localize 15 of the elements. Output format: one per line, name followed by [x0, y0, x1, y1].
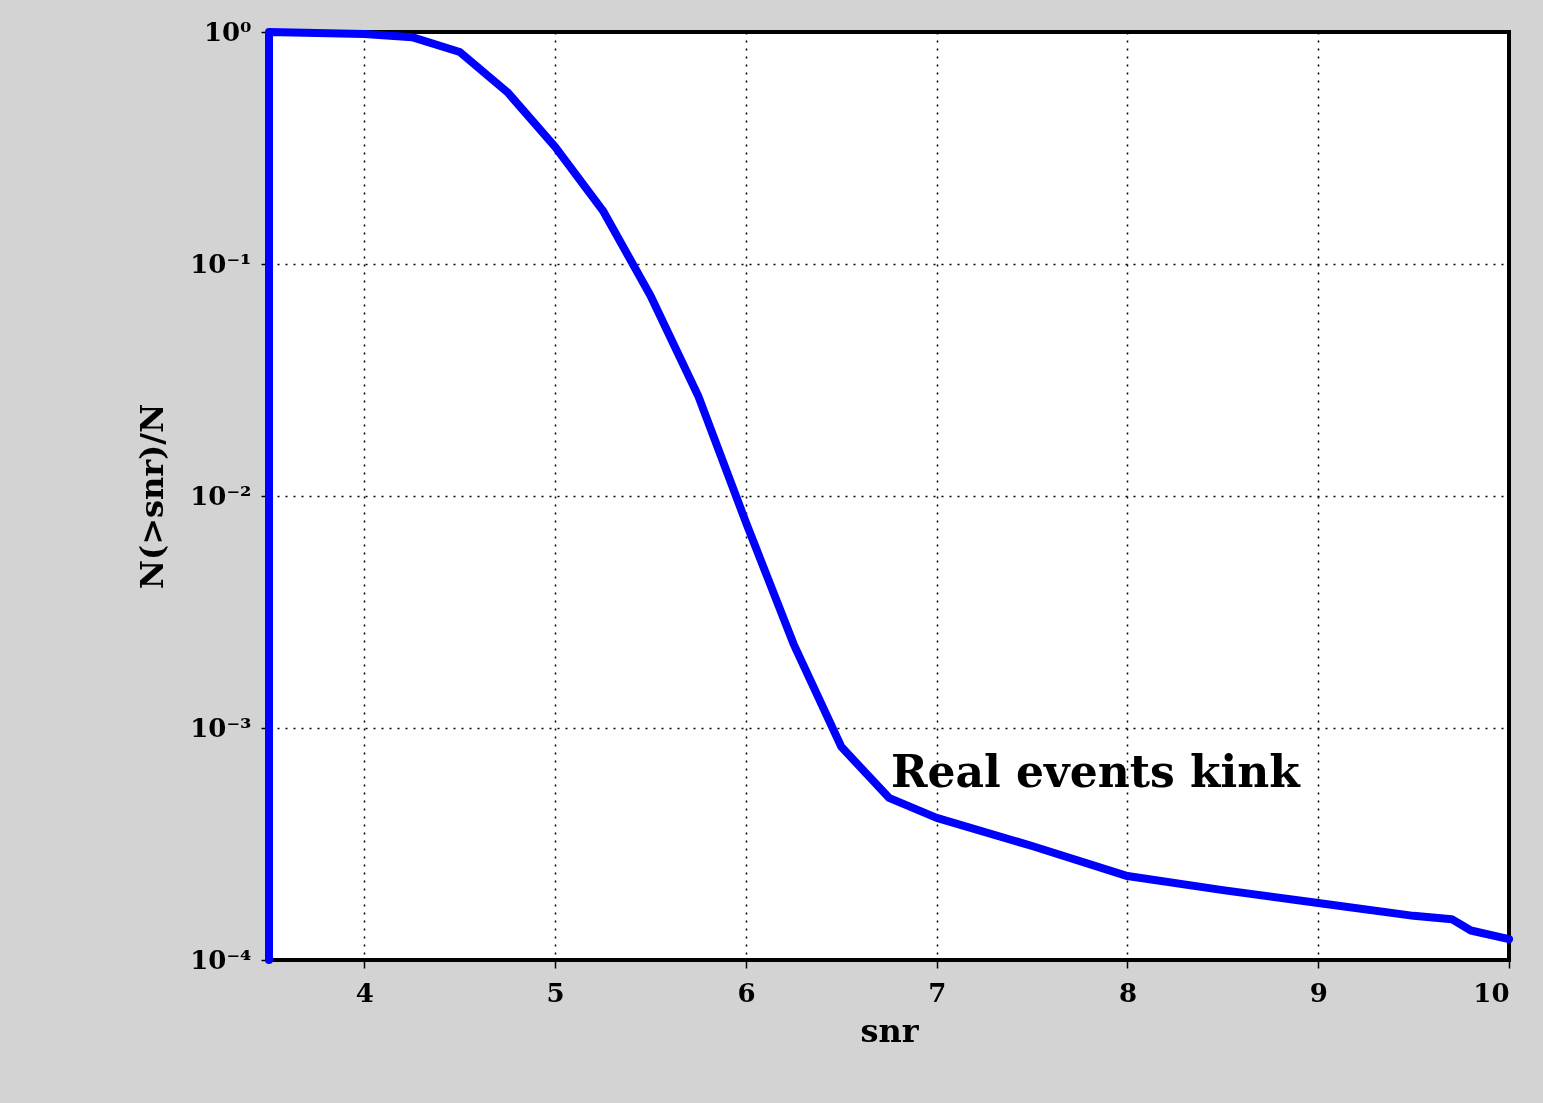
y-tick-label: 10⁰	[203, 16, 252, 47]
annotation: Real events kink	[891, 746, 1302, 797]
x-axis-title: snr	[860, 1011, 920, 1050]
x-tick-label: 4	[355, 977, 374, 1008]
y-axis-title: N(>snr)/N	[133, 403, 172, 590]
x-tick-label: 10	[1473, 977, 1510, 1008]
x-tick-label: 9	[1309, 977, 1328, 1008]
x-tick-label: 6	[737, 977, 756, 1008]
y-tick-label: 10⁻²	[190, 480, 252, 511]
x-tick-label: 8	[1118, 977, 1138, 1008]
x-tick-label: 5	[546, 977, 565, 1008]
x-tick-label: 7	[928, 977, 947, 1008]
y-tick-label: 10⁻³	[190, 712, 252, 743]
y-tick-label: 10⁻¹	[190, 248, 252, 279]
y-tick-label: 10⁻⁴	[190, 944, 252, 975]
